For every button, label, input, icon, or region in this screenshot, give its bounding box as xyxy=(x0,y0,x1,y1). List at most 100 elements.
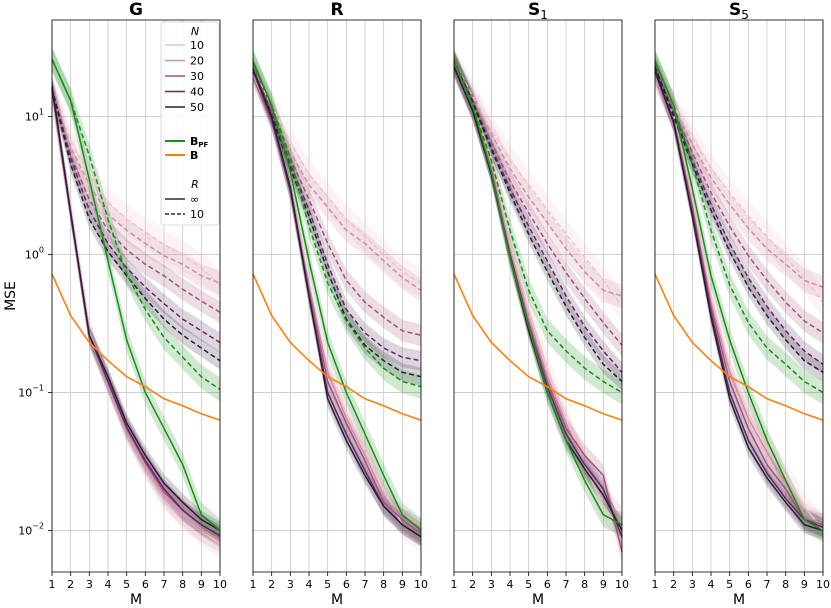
y-tick-exponent: 1 xyxy=(39,107,44,116)
x-tick-label: 1 xyxy=(652,578,659,591)
series-line-N30-rinf xyxy=(654,71,824,526)
confidence-band xyxy=(253,57,421,303)
y-tick-label: 10−2 xyxy=(18,521,44,537)
y-tick-exponent: −1 xyxy=(32,383,44,392)
x-axis-label: M xyxy=(331,592,343,608)
panel-title-text: R xyxy=(330,0,343,20)
x-tick-label: 9 xyxy=(801,578,808,591)
series-line-N30-r10 xyxy=(654,66,824,334)
series-line-N40-r10 xyxy=(453,61,623,373)
series-line-N20-r10 xyxy=(654,66,824,288)
x-tick-label: 4 xyxy=(507,578,514,591)
panel-title-text: S xyxy=(528,0,540,20)
x-tick-label: 2 xyxy=(469,578,476,591)
series-line-b-rinf xyxy=(654,273,824,421)
panel-title: S1 xyxy=(528,0,548,22)
confidence-band xyxy=(655,60,823,546)
panel-title-subscript: 5 xyxy=(741,8,749,22)
series-line-N20-r10 xyxy=(453,61,623,297)
legend-bpf-subscript: PF xyxy=(198,141,208,149)
panel-title-text: G xyxy=(129,0,143,20)
legend-n-title: N xyxy=(191,25,199,38)
series-line-N30-r10 xyxy=(453,61,623,346)
x-tick-label: 1 xyxy=(451,578,458,591)
y-tick-label: 100 xyxy=(25,245,44,261)
y-tick-base: 10 xyxy=(18,386,32,399)
legend-b-label: B xyxy=(190,149,198,162)
x-tick-label: 5 xyxy=(726,578,733,591)
confidence-band xyxy=(655,62,823,538)
confidence-band xyxy=(253,49,421,543)
series-line-N30-r10 xyxy=(51,88,221,314)
panel-title-subscript: 1 xyxy=(540,8,548,22)
x-tick-label: 7 xyxy=(161,578,168,591)
legend-r-entry: 10 xyxy=(190,208,204,221)
x-tick-label: 3 xyxy=(287,578,294,591)
x-tick-label: 8 xyxy=(179,578,186,591)
series-line-bpf-r10 xyxy=(453,61,623,394)
x-tick-label: 10 xyxy=(213,578,227,591)
series-line-bpf-r10 xyxy=(654,61,824,394)
legend-box xyxy=(160,21,220,226)
series-line-N10-rinf xyxy=(654,74,824,531)
confidence-band xyxy=(655,63,823,537)
legend-n-entry: 10 xyxy=(190,39,204,52)
x-tick-label: 5 xyxy=(324,578,331,591)
x-tick-label: 8 xyxy=(782,578,789,591)
x-axis-label: M xyxy=(532,592,544,608)
x-tick-label: 8 xyxy=(581,578,588,591)
x-axis-label: M xyxy=(130,592,142,608)
series-line-bpf-r10 xyxy=(252,61,422,388)
legend-n-entry: 20 xyxy=(190,55,204,68)
series-line-b-rinf xyxy=(51,273,221,421)
legend-r-title: R xyxy=(191,178,199,191)
series-line-N10-r10 xyxy=(654,66,824,303)
x-tick-label: 10 xyxy=(816,578,830,591)
panel-title: S5 xyxy=(729,0,749,22)
x-tick-label: 6 xyxy=(142,578,149,591)
x-tick-label: 8 xyxy=(380,578,387,591)
y-tick-base: 10 xyxy=(25,110,39,123)
x-tick-label: 4 xyxy=(306,578,313,591)
y-axis-label: MSE xyxy=(3,281,19,311)
y-tick-label: 101 xyxy=(25,107,44,123)
series-line-bpf-rinf xyxy=(654,61,824,532)
series-line-bpf-r10 xyxy=(51,58,221,391)
series-line-N50-r10 xyxy=(51,88,221,362)
x-tick-label: 3 xyxy=(488,578,495,591)
axes-frame xyxy=(51,19,221,573)
y-tick-base: 10 xyxy=(25,248,39,261)
x-tick-label: 7 xyxy=(764,578,771,591)
confidence-band xyxy=(655,51,823,318)
series-line-bpf-rinf xyxy=(51,58,221,532)
x-tick-label: 2 xyxy=(67,578,74,591)
x-tick-label: 4 xyxy=(708,578,715,591)
y-tick-label: 10−1 xyxy=(18,383,44,399)
x-tick-label: 5 xyxy=(123,578,130,591)
x-tick-label: 4 xyxy=(105,578,112,591)
x-tick-label: 2 xyxy=(670,578,677,591)
panel-title: R xyxy=(330,0,343,20)
panel-title: G xyxy=(129,0,143,20)
legend-n-entry: 50 xyxy=(190,101,204,114)
x-tick-label: 1 xyxy=(250,578,257,591)
series-line-N50-r10 xyxy=(252,68,422,378)
x-tick-label: 5 xyxy=(525,578,532,591)
confidence-band xyxy=(655,49,823,543)
legend-n-entry: 30 xyxy=(190,70,204,83)
confidence-band xyxy=(52,81,220,559)
series-line-N50-rinf xyxy=(654,68,824,532)
series-line-N50-r10 xyxy=(654,66,824,373)
series-line-N10-r10 xyxy=(252,68,422,284)
confidence-band xyxy=(253,54,421,298)
x-tick-label: 6 xyxy=(745,578,752,591)
x-tick-label: 1 xyxy=(49,578,56,591)
confidence-band xyxy=(655,54,823,299)
series-line-bpf-rinf xyxy=(252,61,422,532)
x-tick-label: 3 xyxy=(86,578,93,591)
confidence-band xyxy=(454,51,622,383)
confidence-band xyxy=(52,80,220,553)
axes-frame xyxy=(453,19,623,573)
